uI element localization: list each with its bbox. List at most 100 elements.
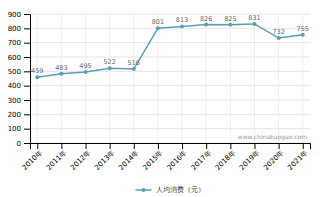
grid-line-y: [30, 85, 310, 86]
data-label: 831: [248, 14, 260, 22]
marker: [204, 23, 208, 27]
x-tick: 2020年: [262, 143, 285, 172]
x-tick-label: 2010年: [21, 149, 44, 172]
y-tick-mark: [24, 71, 30, 72]
y-tick-label: 200: [8, 111, 21, 119]
data-label: 801: [152, 18, 164, 26]
y-tick-mark: [24, 100, 30, 101]
x-tick-label: 2018年: [214, 149, 237, 172]
x-tick-label: 2011年: [45, 149, 68, 172]
y-tick-label: 900: [8, 11, 21, 19]
y-tick-mark: [24, 57, 30, 58]
x-tick-label: 2013年: [93, 149, 116, 172]
data-label: 522: [103, 58, 115, 66]
x-tick: 2021年: [286, 143, 309, 172]
x-tick: 2012年: [69, 143, 92, 172]
y-tick-label: 800: [8, 25, 21, 33]
y-tick-mark: [24, 129, 30, 130]
y-axis: 0 100 200 300 400 500 600 700 800 900: [8, 11, 31, 148]
y-tick: 0: [17, 140, 30, 148]
legend-marker: [142, 188, 146, 192]
grid-line-y: [30, 42, 310, 43]
grid-line-x: [206, 14, 207, 143]
grid-line-x: [230, 14, 231, 143]
line: [37, 24, 303, 77]
y-tick: 300: [8, 97, 30, 105]
marker: [156, 26, 160, 30]
y-tick-mark: [24, 14, 30, 15]
grid-line-y: [30, 114, 310, 115]
x-tick-label: 2014年: [117, 149, 140, 172]
marker: [301, 33, 305, 37]
y-tick: 700: [8, 39, 30, 47]
y-tick: 800: [8, 25, 30, 33]
y-tick-label: 300: [8, 97, 21, 105]
grid-line-x: [85, 14, 86, 143]
y-tick: 600: [8, 54, 30, 62]
marker: [108, 66, 112, 70]
marker: [180, 24, 184, 28]
plot: 01002003004005006007008009002010年2011年20…: [8, 11, 311, 172]
grid-line-y: [30, 100, 310, 101]
marks: [35, 22, 305, 79]
y-axis-line: [24, 15, 31, 144]
x-tick: 2017年: [190, 143, 213, 172]
grid-line-x: [157, 14, 158, 143]
data-label: 825: [224, 15, 236, 23]
marker: [132, 67, 136, 71]
data-label: 755: [297, 25, 309, 33]
marker: [84, 70, 88, 74]
x-tick: 2018年: [214, 143, 237, 172]
grid-line-x: [61, 14, 62, 143]
x-tick-label: 2016年: [166, 149, 189, 172]
legend-item: 人均消费（元）: [136, 186, 205, 194]
x-tick-label: 2012年: [69, 149, 92, 172]
data-label: 459: [31, 67, 43, 75]
marker: [59, 72, 63, 76]
legend: 人均消费（元）: [136, 186, 205, 194]
grid-line-x: [182, 14, 183, 143]
x-tick: 2016年: [166, 143, 189, 172]
legend-label: 人均消费（元）: [156, 186, 205, 194]
y-tick: 500: [8, 68, 30, 76]
x-tick-label: 2021年: [286, 149, 309, 172]
x-tick: 2013年: [93, 143, 116, 172]
y-tick: 900: [8, 11, 30, 19]
y-tick-label: 600: [8, 54, 21, 62]
marker: [35, 75, 39, 79]
y-tick-label: 400: [8, 82, 21, 90]
y-tick: 400: [8, 82, 30, 90]
marker: [252, 22, 256, 26]
grid: [30, 14, 310, 143]
x-tick: 2015年: [142, 143, 165, 172]
y-tick-label: 500: [8, 68, 21, 76]
grid-line-y: [30, 128, 310, 129]
x-axis-line: [31, 144, 311, 150]
x-tick-label: 2017年: [190, 149, 213, 172]
marker: [277, 36, 281, 40]
y-tick-mark: [24, 43, 30, 44]
y-tick: 200: [8, 111, 30, 119]
y-tick-mark: [24, 114, 30, 115]
data-label: 826: [200, 15, 212, 23]
x-tick: 2014年: [117, 143, 140, 172]
grid-line-y: [30, 57, 310, 58]
grid-line-x: [133, 14, 134, 143]
y-tick-mark: [24, 86, 30, 87]
y-tick-label: 0: [17, 140, 21, 148]
x-tick-label: 2020年: [262, 149, 285, 172]
grid-line-y: [30, 14, 310, 15]
marker: [228, 23, 232, 27]
x-tick: 2010年: [21, 143, 44, 172]
data-label: 813: [176, 16, 188, 24]
x-axis: 2010年2011年2012年2013年2014年2015年2016年2017年…: [21, 143, 311, 172]
x-tick-label: 2015年: [142, 149, 165, 172]
data-label: 516: [128, 59, 140, 67]
x-tick: 2019年: [238, 143, 261, 172]
y-tick-label: 100: [8, 125, 21, 133]
y-tick: 100: [8, 125, 30, 133]
y-tick-mark: [24, 143, 30, 144]
x-tick: 2011年: [45, 143, 68, 172]
data-labels: 459483495522516801813826825831732755: [31, 14, 309, 75]
grid-line-y: [30, 71, 310, 72]
